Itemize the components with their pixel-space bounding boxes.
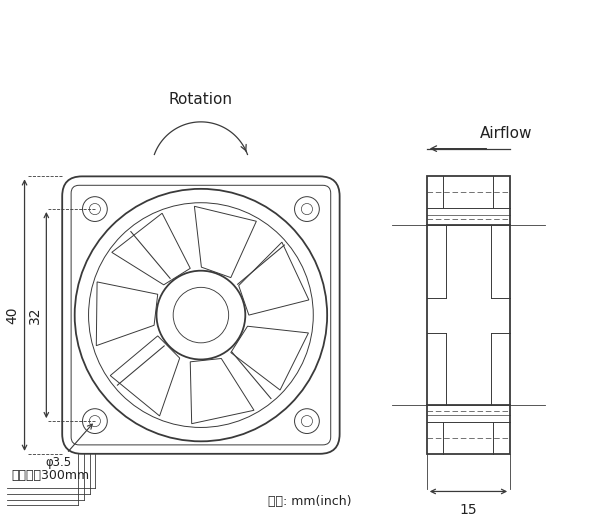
Bar: [427, 176, 510, 454]
Text: 40: 40: [5, 306, 20, 324]
Text: 框外线长300mm: 框外线长300mm: [11, 469, 90, 482]
Text: 32: 32: [28, 306, 41, 324]
Text: 单位: mm(inch): 单位: mm(inch): [268, 495, 352, 508]
Text: Rotation: Rotation: [169, 92, 233, 107]
Text: φ3.5: φ3.5: [46, 424, 92, 469]
Text: 15: 15: [460, 503, 477, 517]
Text: Airflow: Airflow: [480, 126, 532, 141]
